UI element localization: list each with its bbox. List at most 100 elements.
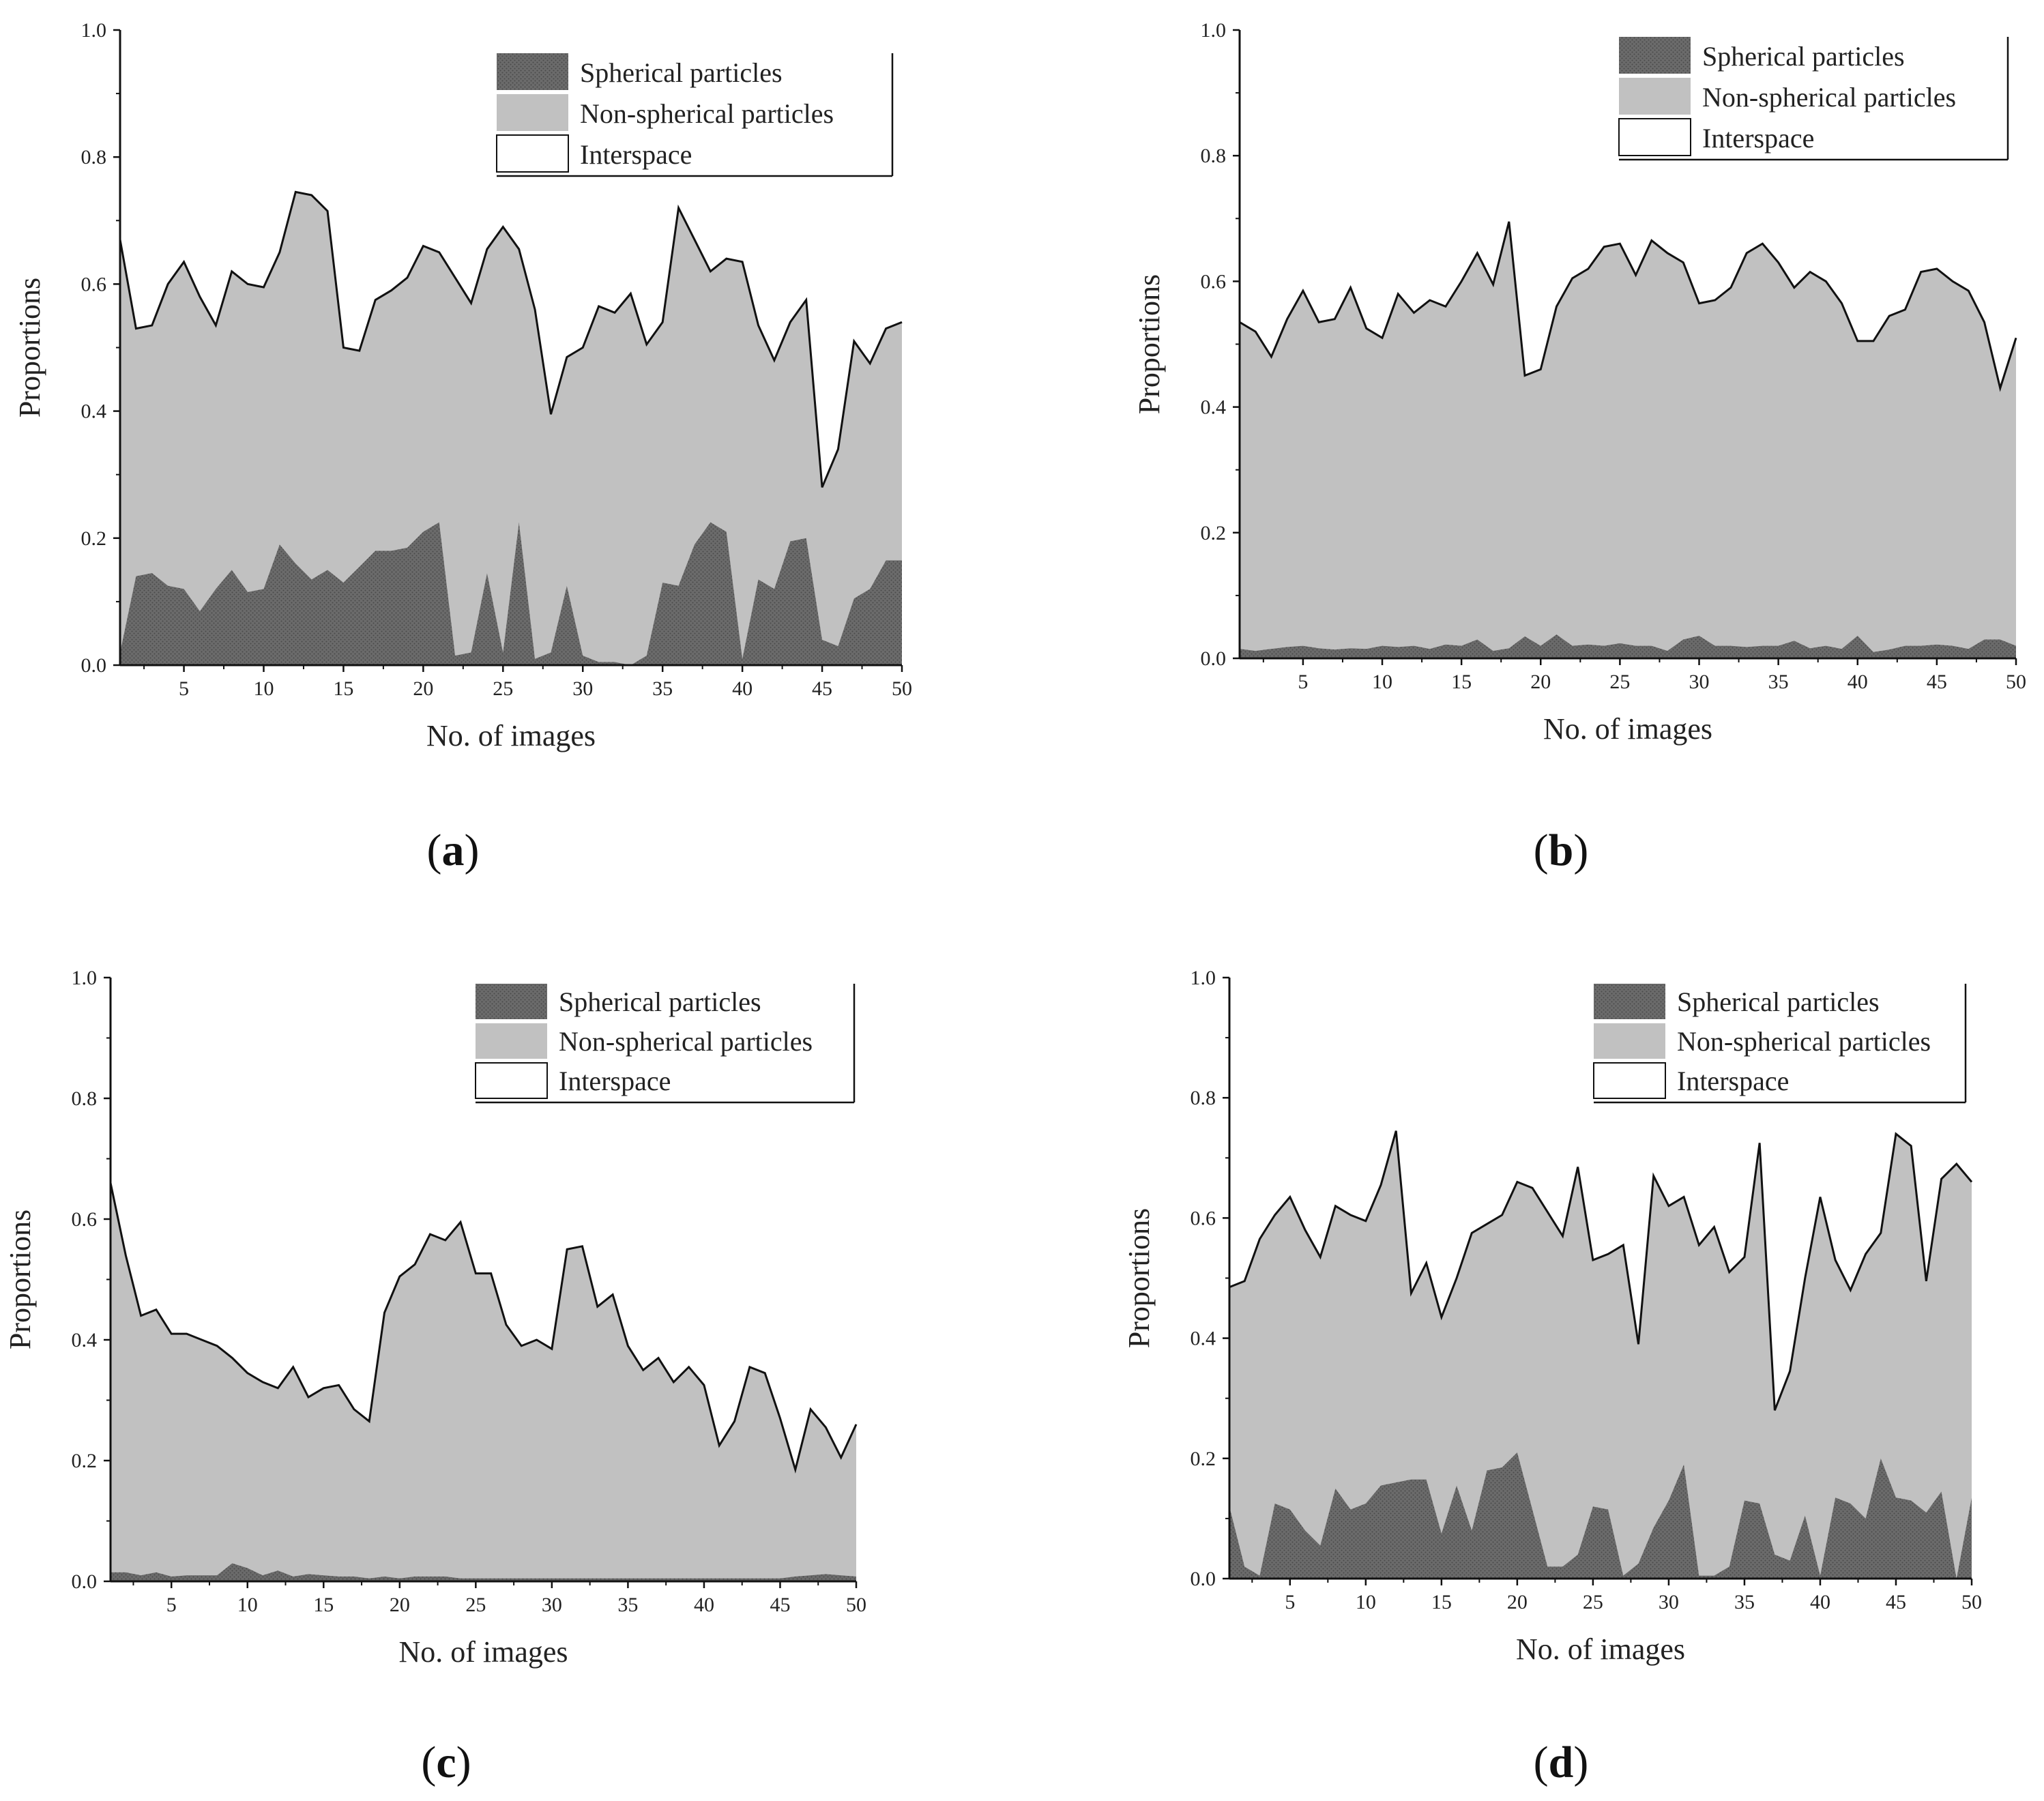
panel-label-a: (a) — [427, 825, 480, 875]
x-tick-label-b-2: 15 — [1451, 671, 1472, 693]
x-tick-label-d-6: 35 — [1734, 1591, 1755, 1613]
x-tick-label-a-8: 45 — [812, 677, 832, 700]
y-tick-label-b-3: 0.6 — [1201, 270, 1227, 293]
legend-label-d-2: Interspace — [1677, 1066, 1789, 1096]
y-tick-label-b-1: 0.2 — [1201, 522, 1227, 544]
x-tick-label-b-5: 30 — [1689, 671, 1710, 693]
x-tick-label-a-5: 30 — [572, 677, 593, 700]
y-axis-title-a: Proportions — [13, 278, 46, 418]
x-tick-label-d-8: 45 — [1886, 1591, 1906, 1613]
x-tick-label-d-2: 15 — [1431, 1591, 1452, 1613]
x-tick-label-a-7: 40 — [732, 677, 753, 700]
y-tick-label-d-4: 0.8 — [1191, 1087, 1216, 1109]
x-tick-label-a-0: 5 — [179, 677, 189, 700]
legend-swatch-c-1 — [476, 1023, 547, 1059]
x-tick-label-b-0: 5 — [1298, 671, 1308, 693]
y-tick-label-b-5: 1.0 — [1201, 19, 1227, 42]
legend-label-d-0: Spherical particles — [1677, 986, 1880, 1017]
legend-label-c-1: Non-spherical particles — [559, 1026, 813, 1057]
panel-label-d: (d) — [1534, 1738, 1589, 1787]
x-tick-label-a-4: 25 — [493, 677, 513, 700]
y-tick-label-b-4: 0.8 — [1201, 145, 1227, 167]
x-tick-label-a-1: 10 — [253, 677, 274, 700]
y-tick-label-c-3: 0.6 — [72, 1208, 98, 1231]
legend-label-a-2: Interspace — [580, 139, 692, 170]
x-tick-label-b-7: 40 — [1848, 671, 1868, 693]
legend-label-c-0: Spherical particles — [559, 986, 761, 1017]
x-tick-label-c-1: 10 — [237, 1594, 258, 1616]
legend-label-b-2: Interspace — [1702, 123, 1814, 153]
y-tick-label-d-1: 0.2 — [1191, 1448, 1216, 1470]
x-tick-label-a-2: 15 — [333, 677, 353, 700]
legend-swatch-d-1 — [1594, 1023, 1665, 1059]
spherical-area-c — [111, 1563, 856, 1581]
legend-label-d-1: Non-spherical particles — [1677, 1026, 1931, 1057]
x-axis-title-a: No. of images — [426, 719, 596, 752]
y-tick-label-a-3: 0.6 — [81, 273, 107, 295]
non-spherical-area-d — [1229, 1130, 1972, 1579]
legend-label-c-2: Interspace — [559, 1066, 671, 1096]
x-tick-label-c-4: 25 — [465, 1594, 486, 1616]
x-axis-title-c: No. of images — [398, 1635, 568, 1669]
x-tick-label-b-6: 35 — [1768, 671, 1789, 693]
non-spherical-area-a — [120, 192, 902, 665]
spherical-area-a — [120, 522, 902, 665]
legend-swatch-b-0 — [1619, 37, 1691, 74]
x-tick-label-b-8: 45 — [1927, 671, 1947, 693]
x-tick-label-a-3: 20 — [413, 677, 433, 700]
panel-label-c-letter: c — [436, 1738, 456, 1787]
panel-label-b-letter: b — [1549, 825, 1574, 875]
boundary-line-b — [1239, 221, 2017, 392]
legend-swatch-d-2 — [1593, 1062, 1666, 1099]
panel-label-d-letter: d — [1549, 1738, 1574, 1787]
legend-swatch-d-0 — [1594, 984, 1665, 1019]
y-tick-label-d-5: 1.0 — [1191, 967, 1216, 989]
boundary-line-a — [119, 190, 903, 488]
spherical-area-b — [1240, 634, 2016, 658]
y-tick-label-d-0: 0.0 — [1191, 1568, 1216, 1590]
legend-label-b-1: Non-spherical particles — [1702, 82, 1956, 113]
x-tick-label-c-9: 50 — [846, 1594, 866, 1616]
spherical-area-d — [1229, 1452, 1972, 1579]
x-tick-label-c-0: 5 — [166, 1594, 177, 1616]
legend-a: Spherical particles Non-spherical particl… — [496, 53, 894, 177]
y-axis-title-b: Proportions — [1133, 274, 1166, 414]
panel-label-a-letter: a — [442, 825, 465, 875]
x-tick-label-c-8: 45 — [770, 1594, 790, 1616]
x-tick-label-d-7: 40 — [1810, 1591, 1830, 1613]
non-spherical-area-c — [111, 1182, 856, 1579]
x-tick-label-d-4: 25 — [1583, 1591, 1603, 1613]
y-tick-label-d-2: 0.4 — [1191, 1328, 1216, 1350]
non-spherical-area-b — [1240, 221, 2016, 652]
x-tick-label-c-2: 15 — [313, 1594, 334, 1616]
legend-swatch-a-0 — [497, 53, 568, 90]
x-tick-label-d-1: 10 — [1356, 1591, 1376, 1613]
x-tick-label-a-6: 35 — [652, 677, 673, 700]
panel-label-c: (c) — [421, 1738, 471, 1787]
x-axis-title-b: No. of images — [1543, 712, 1712, 746]
x-tick-label-d-9: 50 — [1961, 1591, 1982, 1613]
x-tick-label-d-3: 20 — [1507, 1591, 1528, 1613]
y-tick-label-b-2: 0.4 — [1201, 396, 1227, 419]
x-axis-title-d: No. of images — [1516, 1632, 1685, 1666]
legend-swatch-b-2 — [1618, 118, 1691, 156]
y-tick-label-d-3: 0.6 — [1191, 1207, 1216, 1229]
y-tick-label-a-4: 0.8 — [81, 146, 107, 169]
legend-swatch-c-2 — [475, 1062, 548, 1099]
legend-swatch-c-0 — [476, 984, 547, 1019]
x-tick-label-b-9: 50 — [2006, 671, 2026, 693]
x-tick-label-c-5: 30 — [542, 1594, 562, 1616]
legend-b: Spherical particles Non-spherical particl… — [1618, 37, 2009, 161]
y-tick-label-a-2: 0.4 — [81, 400, 107, 423]
panel-label-b: (b) — [1534, 825, 1589, 875]
y-axis-title-c: Proportions — [3, 1210, 37, 1349]
chart-panel-b: 0.0 0.2 0.4 0.6 0.8 1.0 5 10 15 20 25 30 35 40 45 50 No.… — [1133, 19, 2026, 746]
y-tick-label-c-2: 0.4 — [72, 1329, 98, 1351]
y-tick-label-a-5: 1.0 — [81, 19, 107, 42]
y-tick-label-c-1: 0.2 — [72, 1450, 98, 1472]
x-tick-label-b-3: 20 — [1530, 671, 1551, 693]
x-tick-label-c-3: 20 — [390, 1594, 410, 1616]
x-tick-label-c-7: 40 — [694, 1594, 714, 1616]
y-tick-label-a-1: 0.2 — [81, 527, 107, 550]
